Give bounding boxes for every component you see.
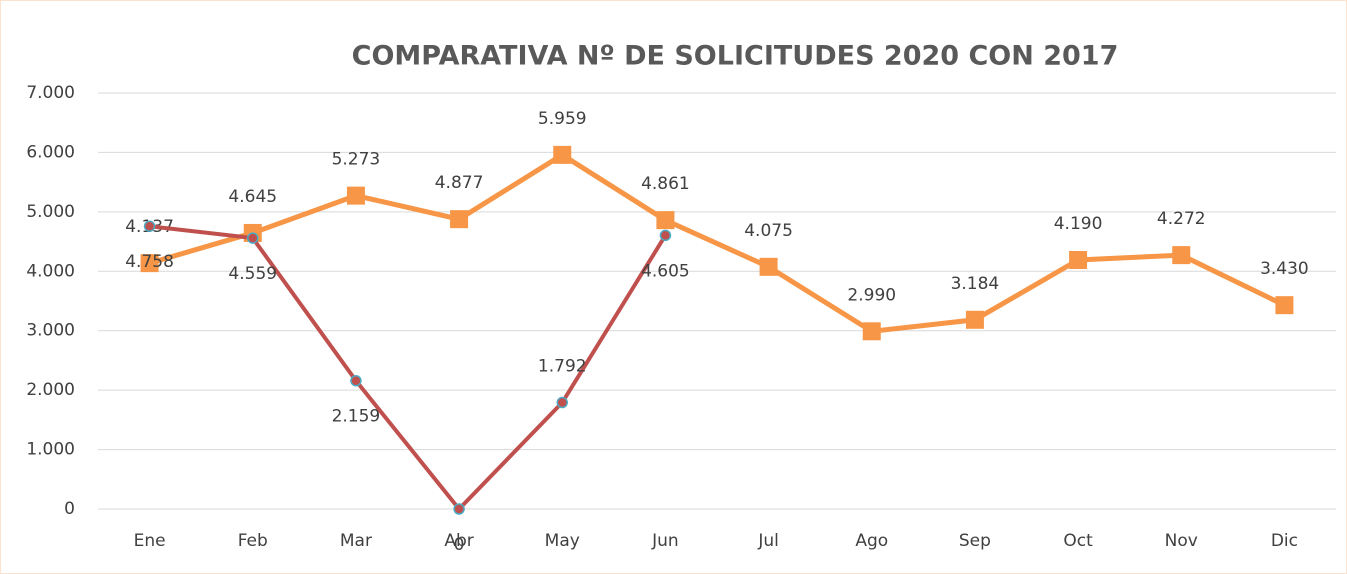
x-tick-label: Dic [1271,531,1298,551]
y-tick-label: 3.000 [26,321,75,341]
marker [553,145,572,164]
marker [346,186,365,205]
x-tick-label: Jun [651,531,679,551]
marker [1172,246,1191,265]
x-tick-label: Jul [757,531,779,551]
marker [862,322,881,341]
data-label: 2.159 [332,407,381,427]
data-label: 4.190 [1054,214,1103,234]
marker [1275,296,1294,315]
x-tick-label: Sep [959,531,991,551]
x-tick-label: Oct [1063,531,1093,551]
y-tick-label: 5.000 [26,202,75,222]
x-tick-label: Feb [238,531,268,551]
marker [659,229,672,242]
data-label: 5.273 [332,150,381,170]
series-line [148,151,1286,334]
data-label: 4.605 [641,261,690,281]
series-line [149,224,668,513]
data-label: 1.792 [538,357,587,377]
x-tick-label: Mar [340,531,372,551]
marker [143,220,156,232]
data-label: 4.861 [641,174,690,194]
marker [1069,250,1088,269]
marker [556,396,568,409]
y-tick-label: 7.000 [26,83,75,103]
x-tick-label: May [545,531,580,551]
data-label: 4.272 [1157,209,1206,229]
y-tick-label: 0 [64,499,75,519]
data-label: 4.877 [435,173,484,193]
x-tick-label: Ene [134,531,166,551]
marker [656,211,675,230]
data-label: 4.075 [744,221,793,241]
data-label: 2.990 [847,285,896,305]
data-label: 4.645 [228,187,277,207]
chart-title: COMPARATIVA Nº DE SOLICITUDES 2020 CON 2… [352,41,1119,72]
y-tick-label: 4.000 [26,261,75,281]
x-tick-label: Nov [1165,531,1198,551]
data-label: 4.559 [228,264,277,284]
marker [140,254,159,273]
data-label: 3.184 [951,274,1000,294]
data-label: 5.959 [538,109,587,129]
y-tick-label: 1.000 [26,440,75,460]
marker [247,232,259,244]
marker [450,210,469,229]
marker [759,257,778,276]
marker [453,503,465,515]
marker [965,310,984,329]
data-label: 0 [454,535,465,555]
data-label: 4.758 [125,252,174,272]
y-tick-label: 6.000 [26,142,75,162]
x-tick-label: Ago [855,531,888,551]
marker [350,374,362,387]
y-tick-label: 2.000 [26,380,75,400]
x-tick-label: Abr [444,531,473,551]
data-label: 3.430 [1260,259,1309,279]
